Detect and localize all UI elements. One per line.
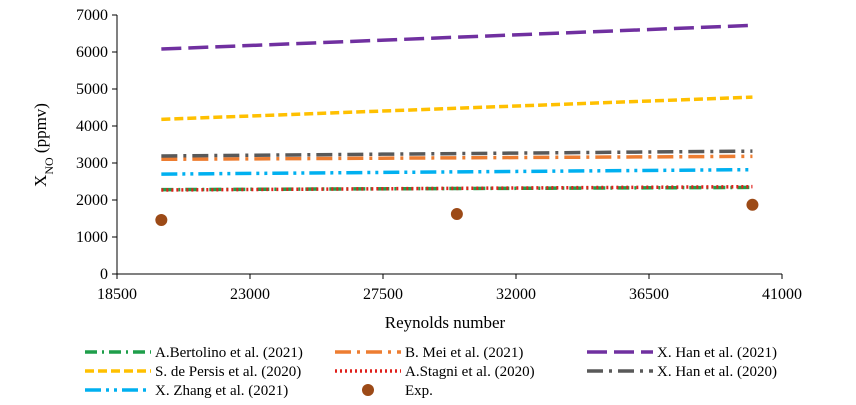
y-tick-label: 6000 xyxy=(76,44,108,61)
series-2 xyxy=(161,23,753,51)
x-tick-label: 18500 xyxy=(97,286,137,303)
legend-item: A.Stagni et al. (2020) xyxy=(335,364,535,380)
legend-label: X. Han et al. (2021) xyxy=(657,345,777,361)
y-tick-label: 3000 xyxy=(76,155,108,172)
y-tick-label: 7000 xyxy=(76,7,108,24)
exp-data-point xyxy=(450,208,463,221)
x-tick-label: 27500 xyxy=(363,286,403,303)
legend-label: X. Zhang et al. (2021) xyxy=(155,383,288,399)
series-1 xyxy=(161,154,753,162)
x-tick-label: 23000 xyxy=(230,286,270,303)
series-6 xyxy=(161,167,753,176)
y-axis-label: XNO (ppmv) xyxy=(31,103,56,187)
exp-data-point xyxy=(746,198,759,211)
y-tick-label: 0 xyxy=(100,266,108,283)
x-tick-label: 41000 xyxy=(762,286,802,303)
legend-marker xyxy=(362,384,374,396)
legend-item: X. Han et al. (2021) xyxy=(587,345,777,361)
y-tick-label: 5000 xyxy=(76,81,108,98)
legend-label: Exp. xyxy=(405,383,433,399)
legend-label: A.Bertolino et al. (2021) xyxy=(155,345,303,361)
legend-item: S. de Persis et al. (2020) xyxy=(85,364,301,380)
series-line xyxy=(161,154,753,162)
legend-item: Exp. xyxy=(362,383,433,399)
legend-item: X. Zhang et al. (2021) xyxy=(85,383,288,399)
series-line xyxy=(161,149,753,158)
legend-label: X. Han et al. (2020) xyxy=(657,364,777,380)
series-line xyxy=(161,95,753,122)
series-3 xyxy=(161,95,753,122)
series-7 xyxy=(155,198,759,226)
legend-item: A.Bertolino et al. (2021) xyxy=(85,345,303,361)
legend-label: B. Mei et al. (2021) xyxy=(405,345,523,361)
x-tick-label: 36500 xyxy=(629,286,669,303)
legend-item: B. Mei et al. (2021) xyxy=(335,345,523,361)
legend-item: X. Han et al. (2020) xyxy=(587,364,777,380)
legend-label: S. de Persis et al. (2020) xyxy=(155,364,301,380)
y-tick-label: 2000 xyxy=(76,192,108,209)
y-tick-label: 1000 xyxy=(76,229,108,246)
series-line xyxy=(161,167,753,176)
legend-label: A.Stagni et al. (2020) xyxy=(405,364,535,380)
series-5 xyxy=(161,149,753,158)
series-4 xyxy=(161,184,753,192)
series-line xyxy=(161,184,753,192)
x-tick-label: 32000 xyxy=(496,286,536,303)
series-line xyxy=(161,23,753,51)
y-tick-label: 4000 xyxy=(76,118,108,135)
exp-data-point xyxy=(155,213,168,226)
x-axis-label: Reynolds number xyxy=(385,313,506,332)
